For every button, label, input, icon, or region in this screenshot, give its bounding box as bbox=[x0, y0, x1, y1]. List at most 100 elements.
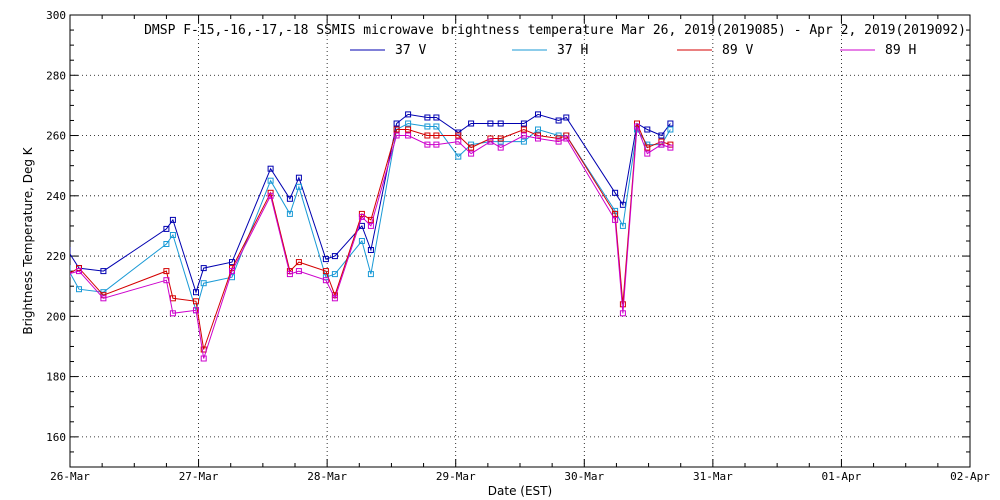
data-point-89-h bbox=[433, 141, 440, 148]
data-point-89-h bbox=[563, 135, 570, 142]
data-point-89-h bbox=[393, 132, 400, 139]
data-point-89-h bbox=[468, 150, 475, 157]
data-point-89-h bbox=[555, 138, 562, 145]
data-point-37-v bbox=[555, 117, 562, 124]
data-point-89-v bbox=[555, 135, 562, 142]
y-tick-label: 280 bbox=[46, 69, 66, 82]
data-point-89-h bbox=[619, 310, 626, 317]
data-point-37-v bbox=[520, 120, 527, 127]
series-89-h bbox=[70, 123, 674, 362]
data-point-37-v bbox=[100, 268, 107, 275]
data-point-89-v bbox=[455, 132, 462, 139]
data-point-89-h bbox=[644, 150, 651, 157]
legend-label: 89 V bbox=[722, 43, 753, 58]
data-point-89-v bbox=[405, 126, 412, 133]
legend-item-89-v: 89 V bbox=[677, 43, 753, 58]
data-point-37-h bbox=[367, 271, 374, 278]
series-line-37-v bbox=[70, 113, 671, 294]
data-point-37-v bbox=[433, 114, 440, 121]
data-point-89-v bbox=[367, 216, 374, 223]
data-point-89-v bbox=[295, 259, 302, 266]
legend-item-89-h: 89 H bbox=[840, 43, 916, 58]
data-point-37-v bbox=[393, 120, 400, 127]
data-point-89-h bbox=[100, 295, 107, 302]
data-point-37-h bbox=[331, 271, 338, 278]
series-lines bbox=[70, 111, 674, 362]
data-point-37-v bbox=[563, 114, 570, 121]
data-point-37-h bbox=[358, 238, 365, 244]
data-point-89-v bbox=[487, 135, 494, 142]
y-tick-label: 240 bbox=[46, 190, 66, 203]
data-point-89-h bbox=[455, 138, 462, 145]
data-point-37-h bbox=[405, 120, 412, 127]
data-point-37-v bbox=[658, 132, 665, 139]
data-point-37-h bbox=[163, 241, 170, 247]
x-tick-label: 30-Mar bbox=[564, 470, 604, 483]
x-axis-label: Date (EST) bbox=[488, 484, 552, 498]
data-point-89-h bbox=[658, 141, 665, 148]
data-point-89-h bbox=[322, 277, 329, 284]
x-tick-label: 31-Mar bbox=[693, 470, 733, 483]
data-point-89-h bbox=[667, 144, 674, 151]
data-point-37-v bbox=[193, 289, 199, 296]
data-point-89-h bbox=[520, 132, 527, 139]
data-point-89-h bbox=[331, 295, 338, 302]
y-tick-label: 200 bbox=[46, 310, 66, 323]
data-point-89-h bbox=[267, 192, 274, 199]
data-point-37-v bbox=[619, 201, 626, 208]
y-tick-label: 300 bbox=[46, 9, 66, 22]
x-tick-label: 26-Mar bbox=[50, 470, 90, 483]
x-tick-label: 01-Apr bbox=[822, 470, 862, 483]
grid-lines bbox=[70, 15, 970, 467]
data-point-89-h bbox=[634, 123, 640, 130]
data-point-89-v bbox=[163, 268, 170, 275]
data-point-37-v bbox=[229, 259, 235, 266]
data-point-89-h bbox=[169, 310, 176, 317]
data-point-37-v bbox=[367, 247, 374, 253]
data-point-89-h bbox=[229, 268, 235, 275]
legend: 37 V 37 H 89 V 89 H bbox=[350, 43, 916, 58]
data-point-37-h bbox=[520, 138, 527, 145]
data-point-37-v bbox=[424, 114, 431, 121]
data-point-37-h bbox=[535, 126, 541, 133]
data-point-37-h bbox=[169, 232, 176, 238]
data-point-89-h bbox=[535, 135, 541, 142]
data-point-89-v bbox=[393, 126, 400, 133]
data-point-37-v bbox=[169, 216, 176, 223]
data-point-37-v bbox=[497, 120, 504, 127]
data-point-89-h bbox=[200, 355, 207, 362]
data-point-89-h bbox=[358, 213, 365, 220]
data-point-89-v bbox=[433, 132, 440, 139]
data-point-89-h bbox=[367, 222, 374, 229]
legend-item-37-v: 37 V bbox=[350, 43, 426, 58]
y-tick-label: 220 bbox=[46, 250, 66, 263]
x-tick-label: 02-Apr bbox=[950, 470, 990, 483]
x-tick-label: 27-Mar bbox=[179, 470, 219, 483]
data-point-37-v bbox=[295, 174, 302, 181]
data-point-37-h bbox=[267, 177, 274, 184]
data-point-89-v bbox=[322, 268, 329, 275]
data-point-89-v bbox=[520, 126, 527, 133]
data-point-37-h bbox=[424, 123, 431, 130]
data-point-89-v bbox=[612, 210, 619, 217]
x-tick-label: 28-Mar bbox=[307, 470, 347, 483]
data-point-37-v bbox=[200, 265, 207, 272]
data-point-37-v bbox=[667, 120, 674, 127]
data-point-37-v bbox=[487, 120, 494, 127]
data-point-89-h bbox=[497, 144, 504, 151]
data-point-89-v bbox=[497, 135, 504, 142]
data-point-37-v bbox=[163, 225, 170, 232]
data-point-89-h bbox=[405, 132, 412, 139]
legend-label: 89 H bbox=[885, 43, 916, 58]
axis-ticks: 26-Mar 27-Mar 28-Mar 29-Mar 30-Mar 31-Mar 01-A… bbox=[46, 9, 990, 483]
data-point-89-h bbox=[163, 277, 170, 284]
data-point-37-v bbox=[612, 189, 619, 196]
data-point-89-h bbox=[76, 268, 82, 275]
data-point-89-h bbox=[295, 268, 302, 275]
data-point-89-v bbox=[193, 298, 199, 305]
data-point-89-v bbox=[468, 144, 475, 151]
series-line-89-h bbox=[70, 126, 671, 359]
data-point-37-v bbox=[405, 111, 412, 118]
